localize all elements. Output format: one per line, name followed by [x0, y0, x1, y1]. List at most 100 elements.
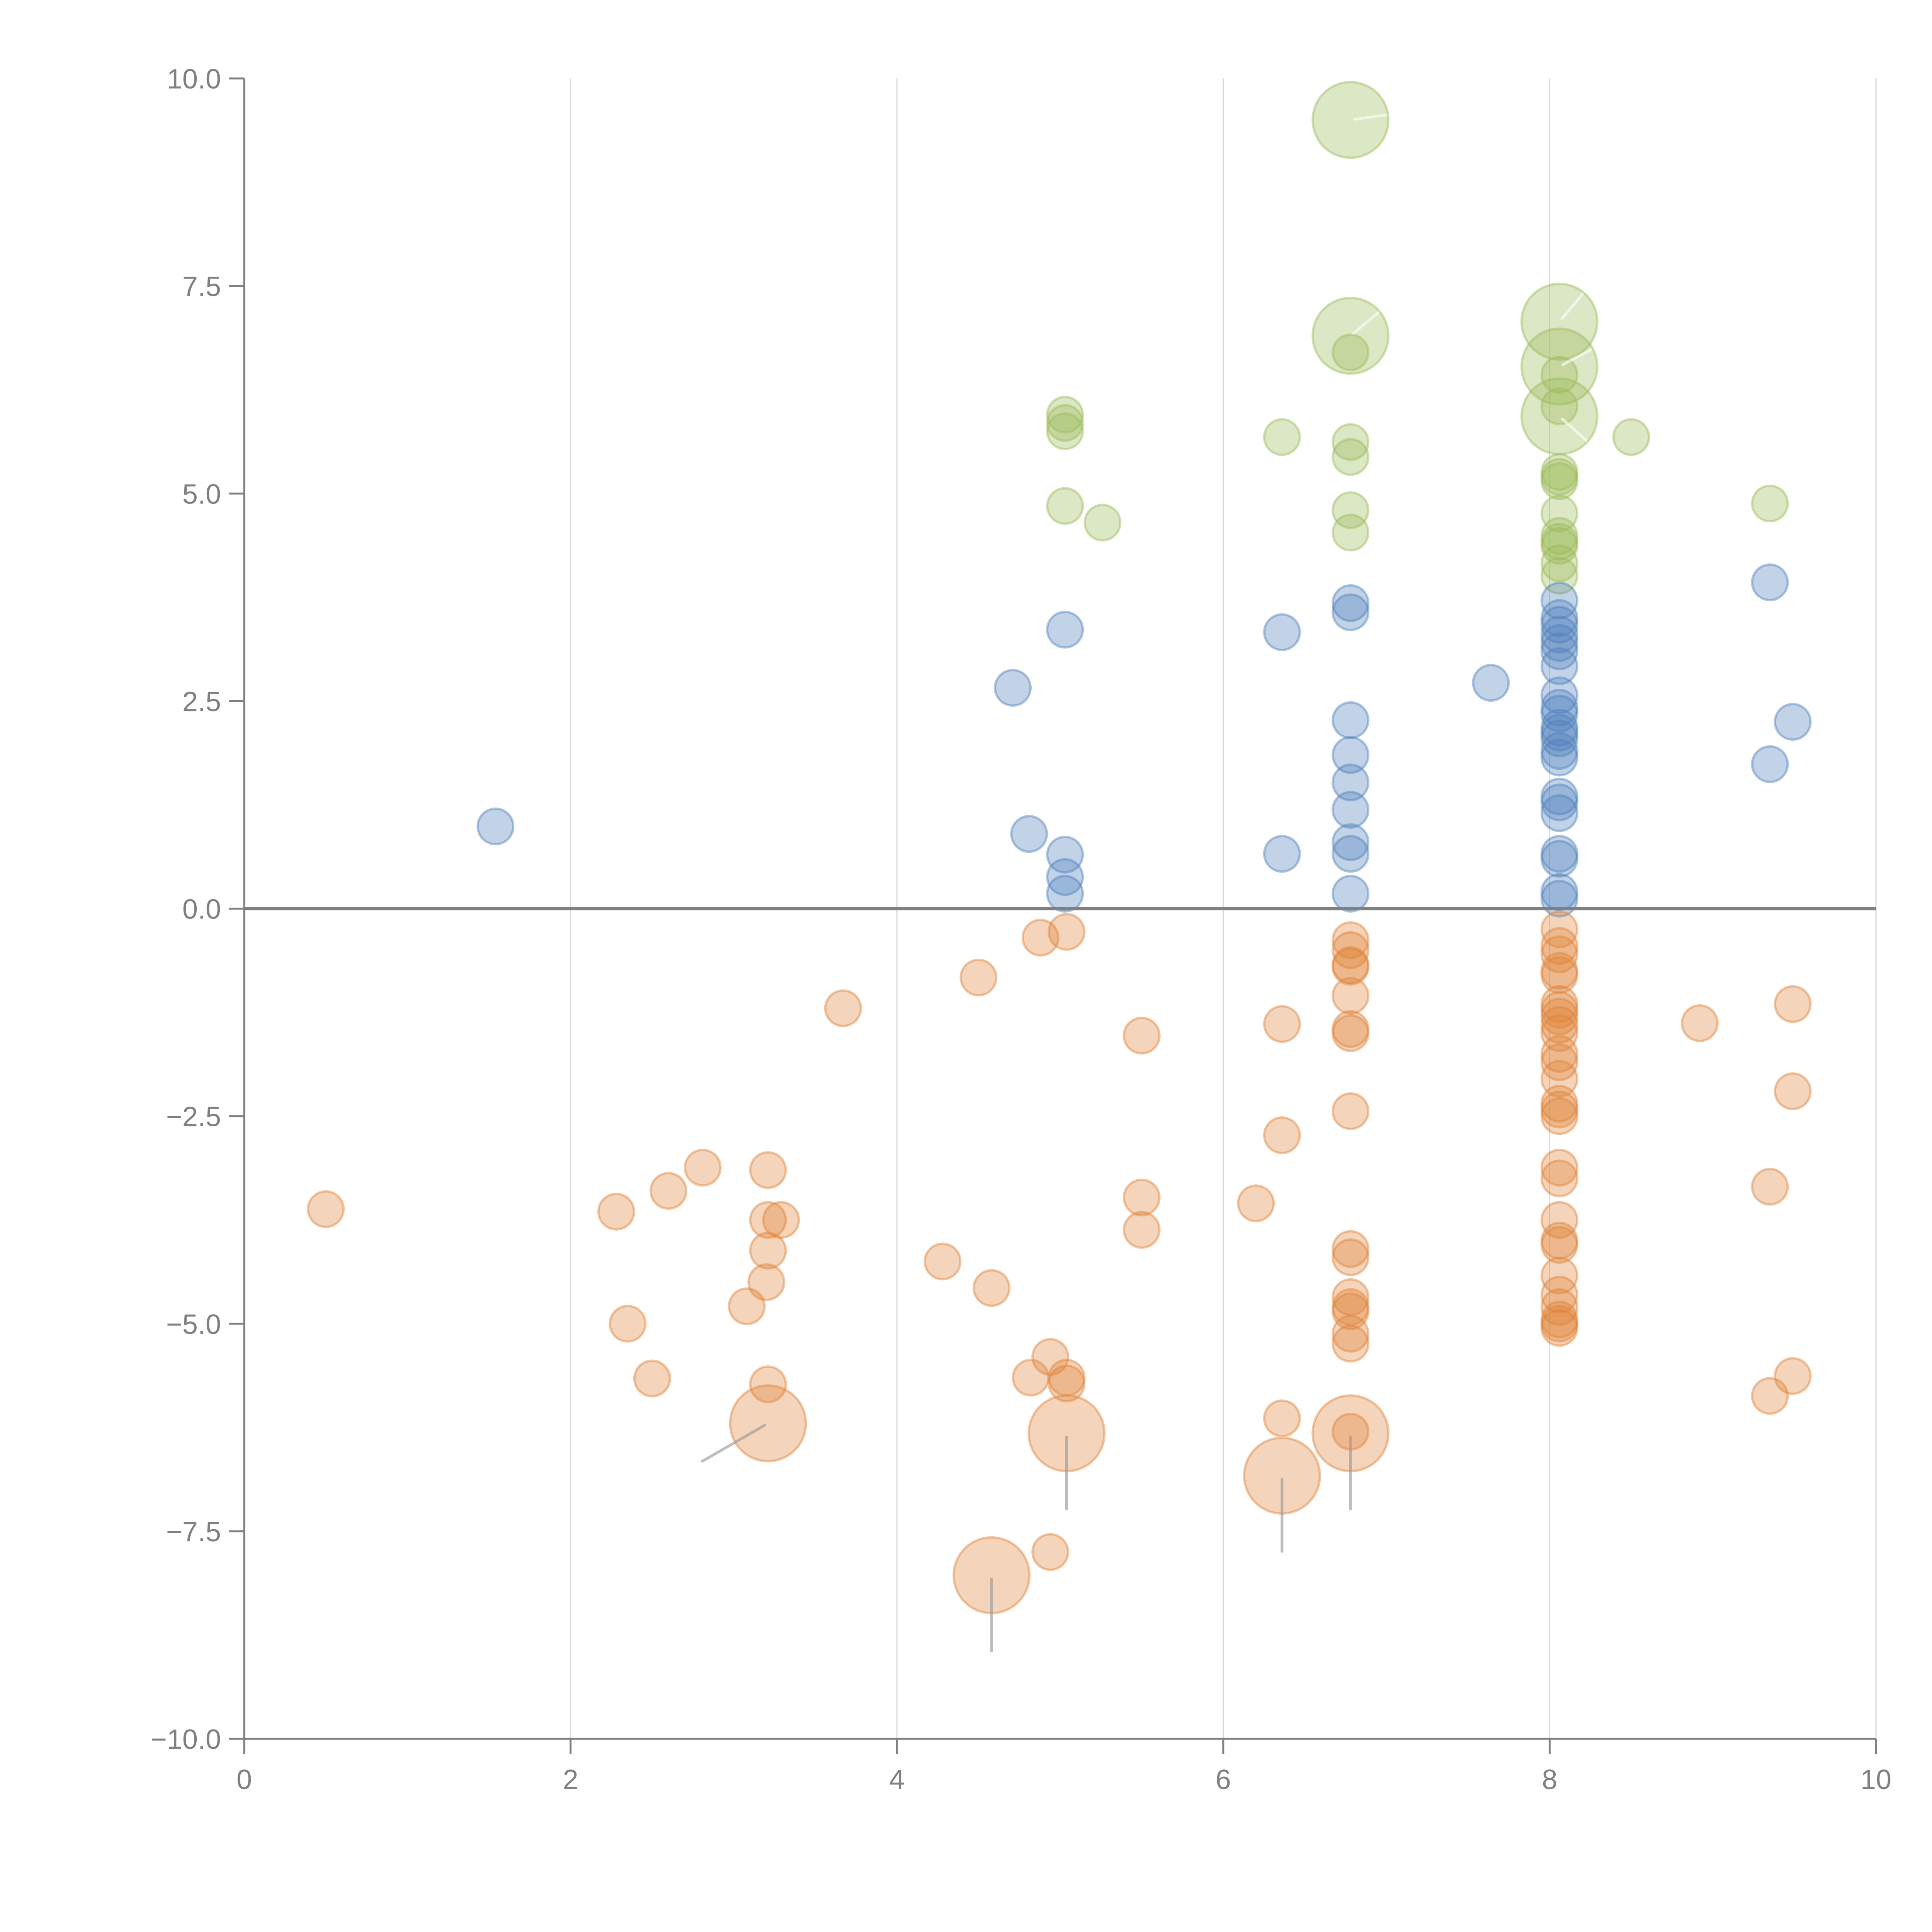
orange-bubble	[959, 958, 998, 997]
blue-bubble	[1332, 835, 1370, 873]
orange-bubble	[1031, 1533, 1070, 1571]
blue-bubble	[1540, 738, 1578, 777]
orange-bubble	[1122, 1017, 1161, 1055]
orange-bubble	[1332, 1292, 1370, 1330]
green-bubble	[1540, 453, 1578, 491]
orange-bubble	[749, 1151, 787, 1189]
orange-bubble	[1031, 1338, 1070, 1376]
orange-bubble	[1048, 1359, 1086, 1397]
orange-bubble	[633, 1359, 671, 1398]
orange-bubble	[1332, 977, 1370, 1015]
orange-bubble	[1540, 1035, 1578, 1073]
orange-bubble	[1237, 1184, 1275, 1223]
orange-bubble	[609, 1304, 647, 1343]
green-bubble	[1520, 327, 1599, 406]
orange-bubble	[1048, 913, 1086, 951]
orange-bubble	[728, 1287, 766, 1325]
orange-bubble	[749, 1365, 787, 1403]
x-tick-label: 2	[563, 1764, 578, 1795]
blue-bubble	[1540, 694, 1578, 733]
y-tick-label: 2.5	[182, 686, 221, 717]
orange-bubble	[1332, 1278, 1370, 1316]
blue-bubble	[1540, 719, 1578, 758]
x-tick-label: 10	[1861, 1764, 1891, 1795]
orange-bubble	[1122, 1211, 1161, 1249]
orange-bubble	[1540, 1043, 1578, 1081]
blue-bubble	[1540, 624, 1578, 662]
orange-bubble	[762, 1201, 800, 1239]
y-tick-label: 0.0	[182, 894, 221, 925]
green-bubble	[1540, 556, 1578, 595]
blue-bubble	[1540, 689, 1578, 727]
y-tick-label: 5.0	[182, 479, 221, 510]
orange-bubble	[749, 1201, 787, 1239]
orange-bubble	[1774, 985, 1812, 1023]
y-tick-label: −2.5	[166, 1102, 221, 1133]
orange-bubble	[649, 1172, 687, 1210]
orange-bubble	[1540, 1014, 1578, 1052]
orange-bubble	[1332, 1315, 1370, 1353]
orange-bubble	[1012, 1359, 1050, 1397]
orange-bubble	[307, 1190, 345, 1228]
orange-bubble	[1540, 1304, 1578, 1343]
orange-bubble	[1332, 1288, 1370, 1326]
orange-bubble	[1774, 1357, 1812, 1395]
orange-bubble	[1540, 985, 1578, 1023]
blue-bubble	[1540, 632, 1578, 670]
orange-bubble	[1540, 952, 1578, 990]
y-tick-label: −7.5	[166, 1517, 221, 1548]
blue-bubble	[1540, 582, 1578, 620]
green-bubble	[1540, 522, 1578, 561]
blue-bubble	[1540, 647, 1578, 685]
blue-bubble	[1540, 835, 1578, 873]
orange-bubble	[1540, 1060, 1578, 1098]
blue-bubble	[1046, 611, 1084, 649]
green-bubble	[1540, 356, 1578, 394]
orange-bubble	[1540, 1288, 1578, 1326]
x-tick-label: 4	[889, 1764, 905, 1795]
blue-bubble	[1046, 835, 1084, 874]
orange-bubble	[1540, 1159, 1578, 1197]
orange-bubble	[824, 989, 862, 1027]
green-bubble	[1540, 527, 1578, 565]
orange-bubble	[1540, 1085, 1578, 1123]
blue-bubble	[1540, 676, 1578, 714]
orange-bubble	[923, 1242, 962, 1281]
blue-bubble	[1332, 593, 1370, 631]
blue-bubble	[1751, 745, 1789, 783]
y-tick-label: 10.0	[167, 64, 221, 95]
bubble-needle-line	[1353, 113, 1388, 121]
orange-bubble	[1540, 1221, 1578, 1260]
green-bubble	[1332, 438, 1370, 476]
blue-bubble	[1540, 794, 1578, 832]
orange-bubble	[1540, 956, 1578, 994]
orange-bubble	[684, 1148, 722, 1187]
orange-bubble	[1774, 1072, 1812, 1111]
orange-bubble	[1263, 1399, 1301, 1437]
green-bubble	[1540, 494, 1578, 532]
orange-bubble	[973, 1269, 1011, 1307]
bubble-needle-line	[1560, 293, 1584, 320]
blue-bubble	[1332, 701, 1370, 739]
blue-bubble	[1540, 616, 1578, 654]
orange-bubble	[729, 1384, 807, 1463]
blue-bubble	[1774, 703, 1812, 741]
blue-bubble	[1332, 763, 1370, 801]
green-bubble	[1332, 423, 1370, 461]
orange-bubble	[1540, 997, 1578, 1036]
green-bubble	[1311, 81, 1390, 159]
green-bubble	[1540, 517, 1578, 555]
blue-bubble	[1046, 858, 1084, 896]
orange-bubble	[1540, 1301, 1578, 1339]
green-bubble	[1311, 297, 1390, 375]
orange-bubble	[597, 1192, 635, 1231]
green-bubble	[1046, 412, 1084, 451]
blue-bubble	[1540, 709, 1578, 747]
orange-bubble	[1540, 1097, 1578, 1135]
blue-bubble	[1332, 823, 1370, 861]
orange-bubble	[1332, 1230, 1370, 1268]
bubble-needle-line	[701, 1423, 766, 1463]
green-bubble	[1046, 396, 1084, 434]
bubble-needle-line	[1561, 348, 1593, 366]
